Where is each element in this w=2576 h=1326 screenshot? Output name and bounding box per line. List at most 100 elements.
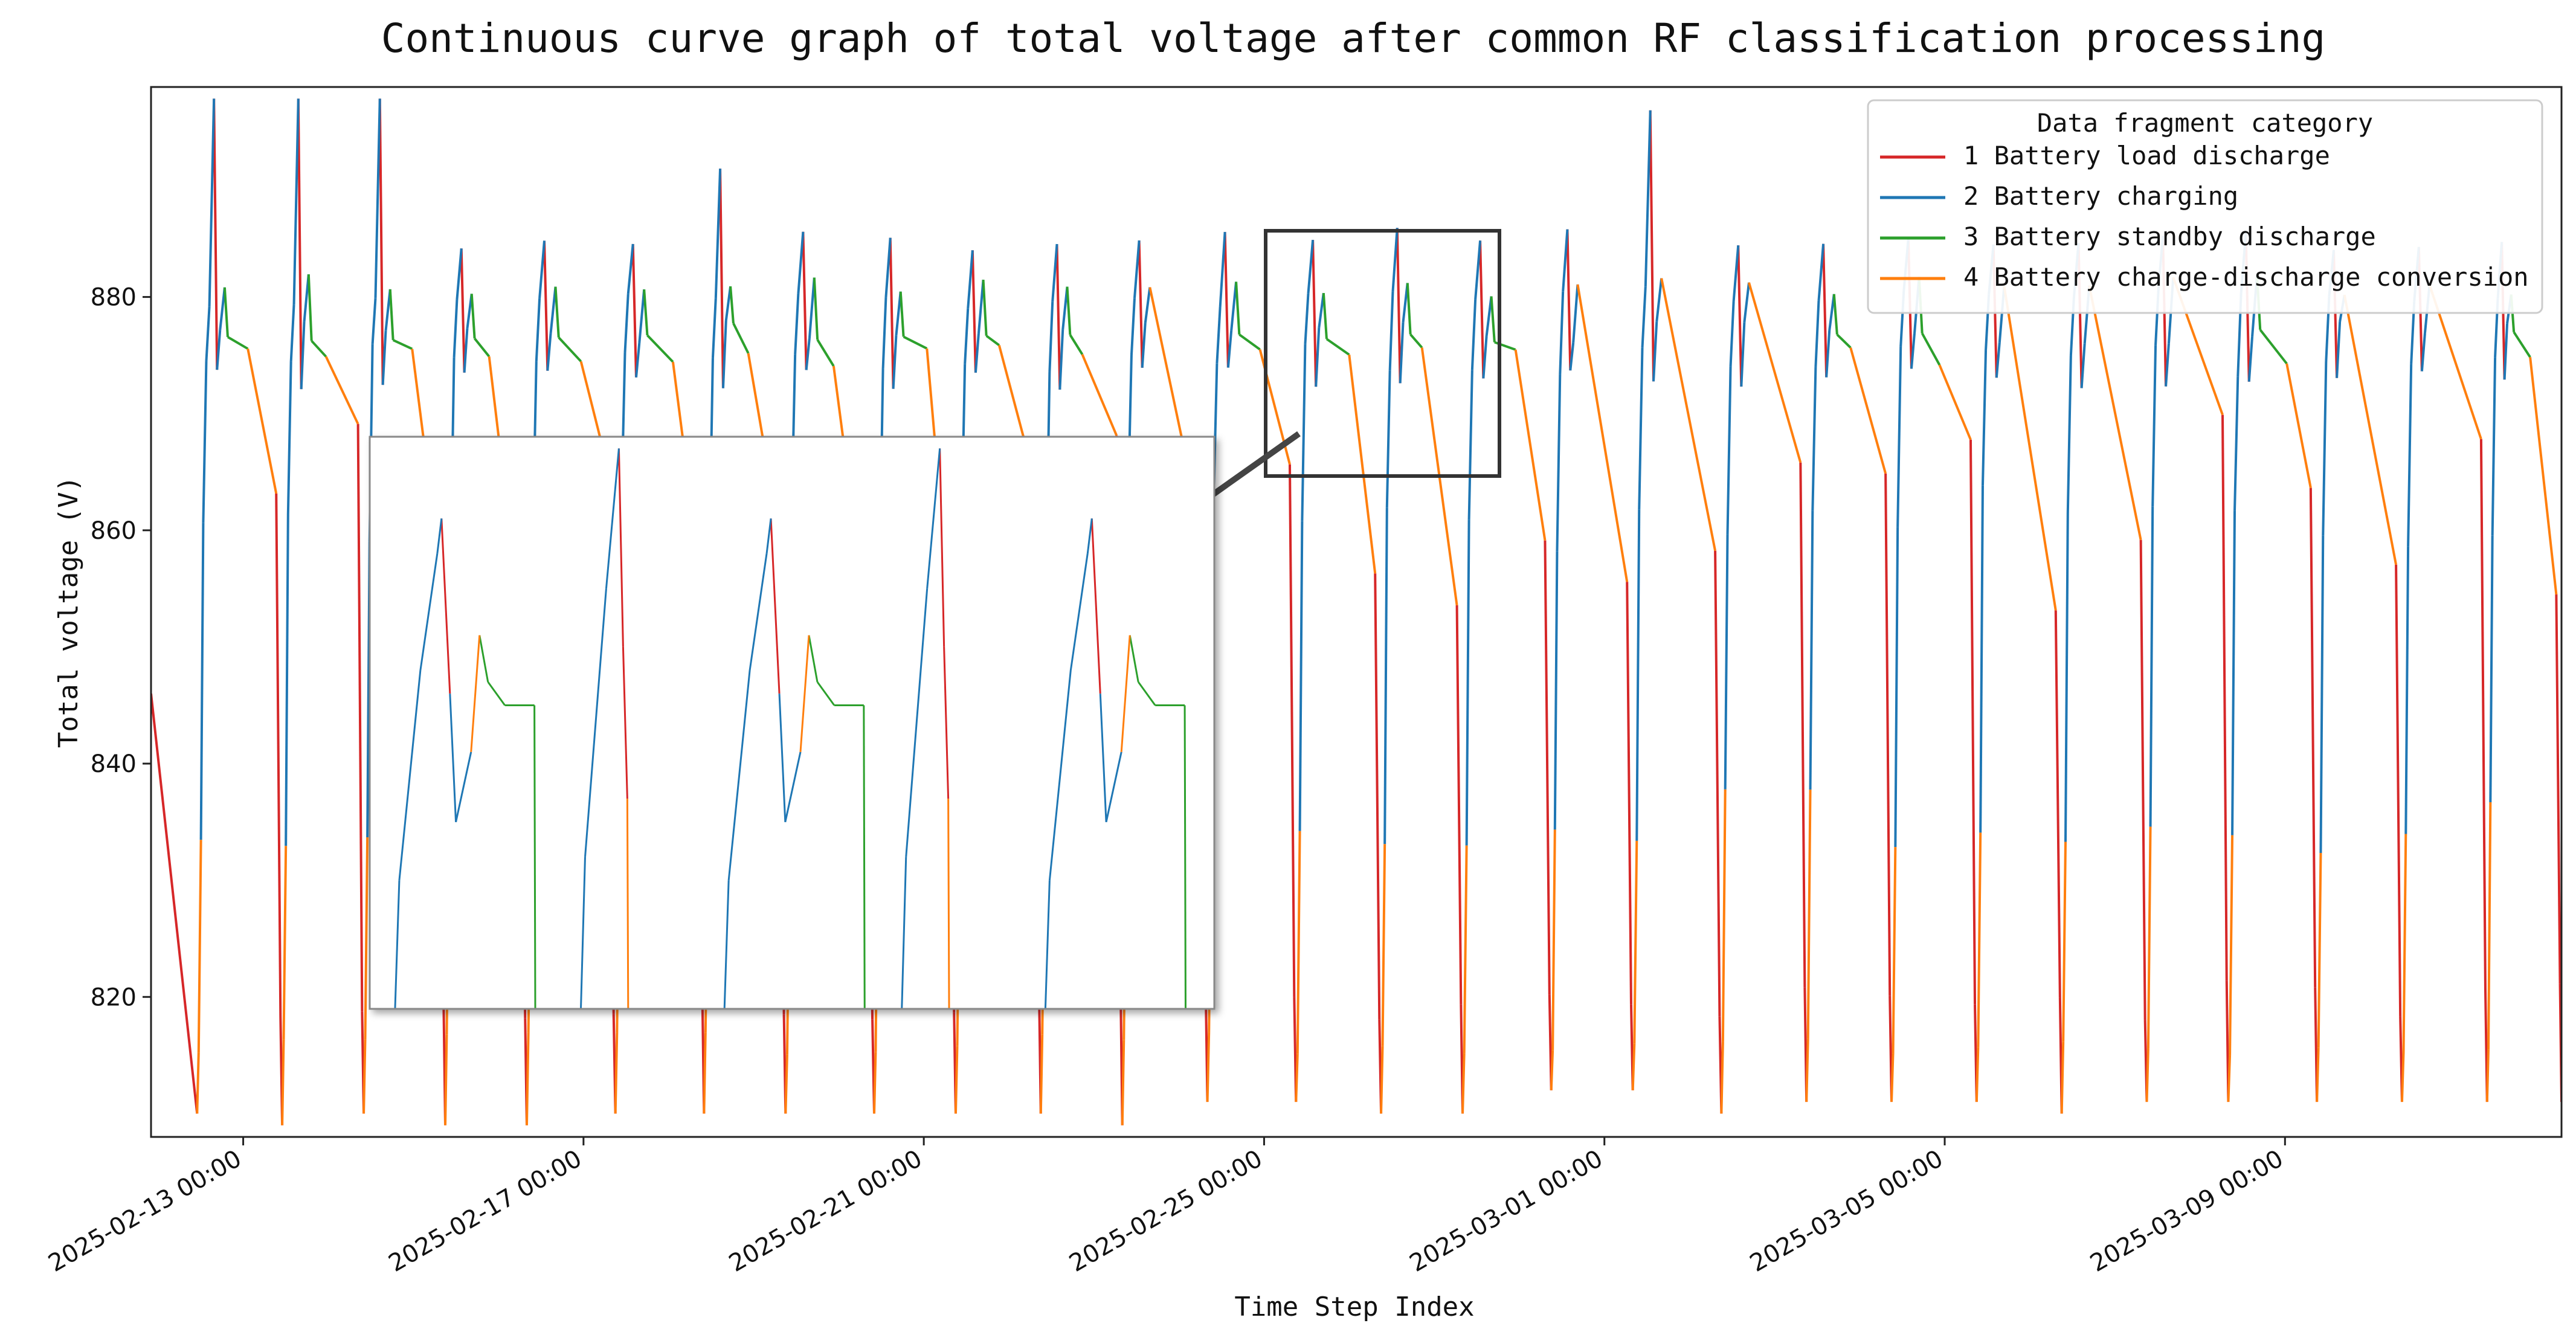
line-segment <box>903 335 928 350</box>
line-segment <box>634 343 641 378</box>
line-segment <box>2513 331 2531 358</box>
legend-entry-label: 1 Battery load discharge <box>1963 141 2330 170</box>
inset-line-segment <box>778 694 787 822</box>
inset-line-segment <box>617 448 624 647</box>
inset-line-segment <box>749 553 768 671</box>
line-segment <box>1652 321 1658 382</box>
line-segment <box>1828 294 1835 331</box>
line-segment <box>808 277 816 339</box>
line-segment <box>356 423 364 1012</box>
line-segment <box>1811 367 1817 511</box>
line-segment <box>1055 243 1061 390</box>
line-segment <box>1463 845 1468 1054</box>
inset-line-segment <box>863 705 866 1009</box>
inset-line-segment <box>455 752 472 823</box>
line-segment <box>1569 343 1575 371</box>
line-segment <box>292 98 300 305</box>
line-segment <box>1381 844 1386 1046</box>
line-segment <box>1238 333 1261 351</box>
line-segment <box>2221 414 2228 981</box>
line-segment <box>151 693 199 1114</box>
line-segment <box>286 361 292 515</box>
inset-line-segment <box>770 518 781 694</box>
inset-line-segment <box>723 880 730 1009</box>
line-segment <box>881 297 887 369</box>
line-segment <box>2336 321 2342 378</box>
line-segment <box>1805 1038 1809 1102</box>
inset-line-segment <box>905 588 929 857</box>
line-segment <box>1479 240 1485 379</box>
x-tick-label: 2025-02-25 00:00 <box>1064 1145 1267 1278</box>
line-segment <box>1409 333 1423 349</box>
line-segment <box>1138 240 1144 368</box>
line-segment <box>2227 1055 2232 1102</box>
inset-line-segment <box>440 518 451 694</box>
inset-line-segment <box>394 880 401 1009</box>
line-segment <box>732 323 750 354</box>
line-segment <box>1544 540 1551 995</box>
line-segment <box>1806 790 1812 1039</box>
line-segment <box>456 248 463 300</box>
inset-line-segment <box>784 752 802 823</box>
line-segment <box>2555 594 2562 984</box>
legend-entry-label: 3 Battery standby discharge <box>1963 222 2376 251</box>
line-segment <box>977 279 985 333</box>
line-segment <box>1576 284 1629 582</box>
line-segment <box>371 298 377 344</box>
line-segment <box>1550 1050 1554 1090</box>
line-segment <box>525 1032 530 1125</box>
line-segment <box>1655 278 1663 322</box>
line-segment <box>1301 344 1307 521</box>
x-tick-label: 2025-02-17 00:00 <box>384 1145 587 1278</box>
line-segment <box>1461 1053 1466 1114</box>
line-segment <box>1312 240 1318 387</box>
line-segment <box>1720 1041 1724 1114</box>
line-segment <box>1799 462 1806 988</box>
inset-line-segment <box>622 646 628 799</box>
line-segment <box>1288 464 1296 997</box>
line-segment <box>1380 1046 1384 1114</box>
inset-zoom-panel <box>369 436 1216 1010</box>
line-segment <box>460 248 466 373</box>
line-segment <box>2404 546 2410 834</box>
line-segment <box>805 338 811 370</box>
line-segment <box>381 330 387 385</box>
x-tick-label: 2025-02-13 00:00 <box>43 1145 246 1278</box>
line-segment <box>227 336 249 350</box>
line-segment <box>2487 802 2492 1050</box>
line-segment <box>1385 370 1391 508</box>
line-segment <box>1910 333 1916 369</box>
line-segment <box>364 837 369 1040</box>
line-segment <box>1325 338 1350 356</box>
line-segment <box>208 98 216 307</box>
line-segment <box>205 306 211 361</box>
inset-line-segment <box>580 857 586 1009</box>
line-segment <box>1383 507 1388 845</box>
line-segment <box>623 294 630 353</box>
line-segment <box>614 1032 619 1114</box>
line-segment <box>281 1039 285 1125</box>
legend-title: Data fragment category <box>2037 108 2373 138</box>
line-segment <box>1216 306 1222 364</box>
line-segment <box>1482 335 1488 379</box>
inset-line-segment <box>626 799 630 1009</box>
line-segment <box>2400 1052 2405 1102</box>
line-segment <box>196 1052 200 1114</box>
legend: Data fragment category 1 Battery load di… <box>1867 99 2543 314</box>
x-axis: 2025-02-13 00:00 2025-02-17 00:00 2025-02-… <box>43 1137 2288 1278</box>
line-segment <box>1069 334 1084 355</box>
line-segment <box>1809 510 1814 790</box>
line-segment <box>558 336 582 362</box>
line-segment <box>2343 294 2398 565</box>
line-segment <box>1307 240 1315 294</box>
line-segment <box>1206 1032 1211 1102</box>
line-segment <box>1649 110 1655 382</box>
legend-entry-label: 2 Battery charging <box>1963 181 2238 211</box>
line-segment <box>1133 240 1141 298</box>
inset-line-segment <box>478 635 489 683</box>
inset-line-segment <box>727 670 751 881</box>
line-segment <box>1938 364 1972 440</box>
inset-line-segment <box>1129 635 1139 683</box>
line-segment <box>1822 243 1828 378</box>
y-tick-label: 880 <box>91 284 137 312</box>
